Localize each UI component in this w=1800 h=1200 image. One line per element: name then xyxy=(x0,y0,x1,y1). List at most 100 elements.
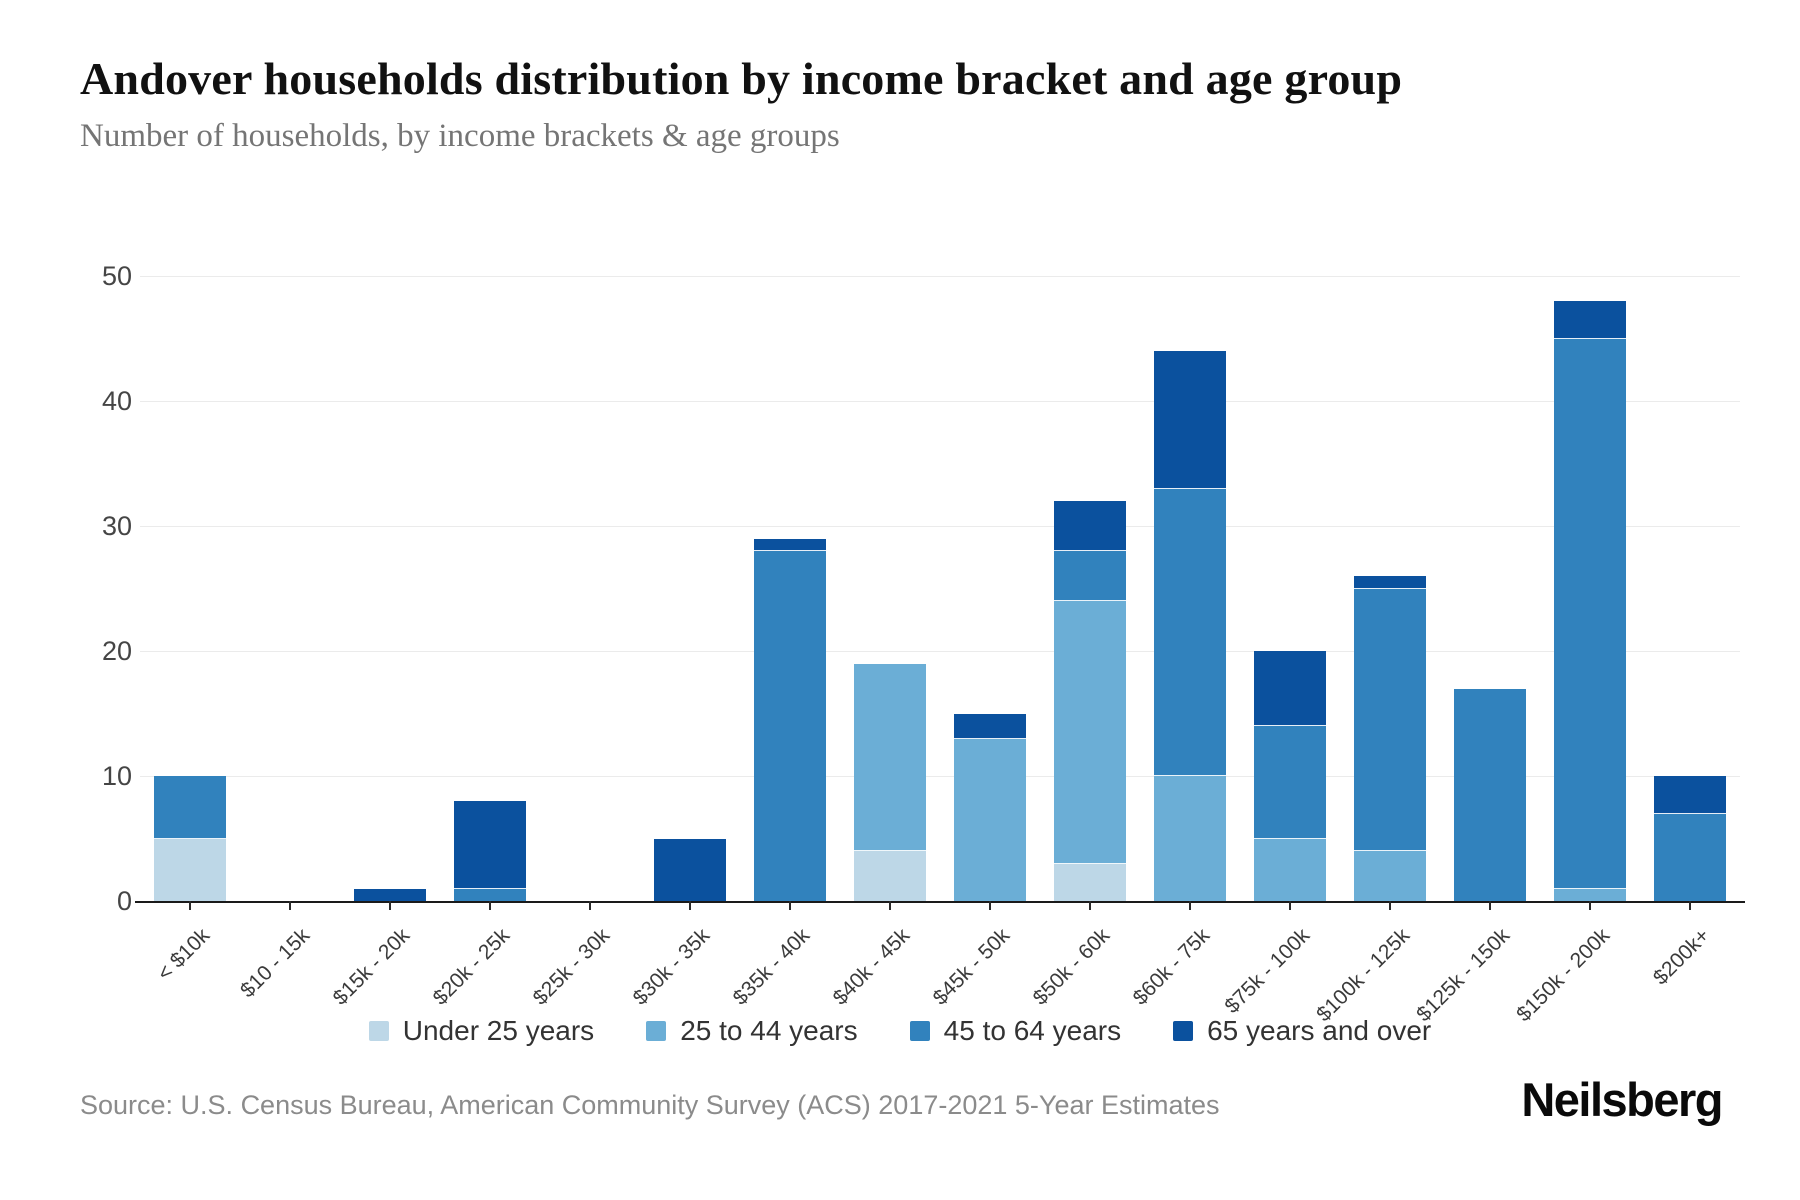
x-axis-tick xyxy=(889,901,891,910)
x-axis-tick xyxy=(589,901,591,910)
bar-segment xyxy=(754,538,826,551)
x-axis-tick xyxy=(389,901,391,910)
bar-group xyxy=(1154,351,1226,901)
bar-segment xyxy=(1254,651,1326,726)
x-axis-tick xyxy=(489,901,491,910)
x-axis-tick xyxy=(289,901,291,910)
bar-segment xyxy=(1154,776,1226,901)
bar-segment xyxy=(854,851,926,901)
legend-item: 45 to 64 years xyxy=(909,1015,1122,1047)
x-axis-line xyxy=(135,901,1745,903)
legend: Under 25 years 25 to 44 years 45 to 64 yea… xyxy=(0,1015,1800,1047)
bar-segment xyxy=(454,801,526,889)
bar-group xyxy=(754,538,826,901)
x-tick-label: $200k+ xyxy=(1648,924,1715,990)
x-axis-tick xyxy=(189,901,191,910)
chart-subtitle: Number of households, by income brackets… xyxy=(80,118,840,154)
bar-group xyxy=(1654,776,1726,901)
x-tick-label: $150k - 200k xyxy=(1512,924,1615,1027)
source-text: Source: U.S. Census Bureau, American Com… xyxy=(80,1090,1220,1120)
gridline xyxy=(140,776,1740,777)
plot-area: 0 10 20 30 40 50 < $10k $10 - 15k $15k - 20k $20k… xyxy=(102,263,1745,1026)
bar-group xyxy=(154,776,226,901)
x-tick-label: $60k - 75k xyxy=(1128,924,1215,1010)
bar-group xyxy=(1054,501,1126,901)
bar-segment xyxy=(854,663,926,851)
x-tick-label: $35k - 40k xyxy=(728,924,815,1010)
x-tick-label: $125k - 150k xyxy=(1412,924,1515,1027)
bar-segment xyxy=(1354,576,1426,589)
x-axis-tick xyxy=(689,901,691,910)
bar-group xyxy=(654,838,726,901)
bar-segment xyxy=(654,838,726,901)
bar-segment xyxy=(1054,601,1126,864)
x-axis-tick xyxy=(1689,901,1691,910)
legend-label: Under 25 years xyxy=(402,1015,595,1046)
bar-segment xyxy=(1254,726,1326,839)
bar-segment xyxy=(1654,776,1726,814)
gridline xyxy=(140,526,1740,527)
bar-segment xyxy=(1454,688,1526,901)
x-tick-label: $50k - 60k xyxy=(1028,924,1115,1010)
x-axis-tick xyxy=(1189,901,1191,910)
brand-logo: Neilsberg xyxy=(1521,1073,1723,1126)
gridline xyxy=(140,651,1740,652)
x-axis-tick xyxy=(1489,901,1491,910)
x-tick-label: < $10k xyxy=(152,924,215,986)
legend-item: 25 to 44 years xyxy=(646,1015,858,1047)
legend-label: 45 to 64 years xyxy=(943,1015,1122,1046)
x-tick-label: $25k - 30k xyxy=(528,924,615,1010)
bar-segment xyxy=(954,713,1026,739)
x-axis-tick xyxy=(789,901,791,910)
y-tick-label: 20 xyxy=(101,636,132,666)
bar-segment xyxy=(1354,851,1426,901)
bar-segment xyxy=(1554,301,1626,339)
x-axis-tick xyxy=(1589,901,1591,910)
y-tick-label: 0 xyxy=(116,886,132,916)
y-tick-label: 50 xyxy=(101,261,132,291)
gridline xyxy=(140,401,1740,402)
x-tick-label: $15k - 20k xyxy=(328,924,415,1010)
bar-group xyxy=(454,801,526,901)
bar-segment xyxy=(1554,338,1626,889)
chart-title: Andover households distribution by incom… xyxy=(80,53,1403,104)
bar-segment xyxy=(954,738,1026,901)
gridline xyxy=(140,276,1740,277)
legend-swatch xyxy=(646,1021,667,1041)
legend-swatch xyxy=(909,1021,930,1041)
x-tick-label: $45k - 50k xyxy=(928,924,1015,1010)
bar-segment xyxy=(1654,813,1726,901)
bar-group xyxy=(854,663,926,901)
bar-segment xyxy=(1054,863,1126,901)
bar-segment xyxy=(754,551,826,901)
legend-swatch xyxy=(1173,1021,1194,1041)
bar-segment xyxy=(154,776,226,839)
bar-segment xyxy=(354,888,426,901)
bar-group xyxy=(1354,576,1426,901)
bar-segment xyxy=(1354,588,1426,851)
bar-group xyxy=(954,713,1026,901)
y-tick-label: 40 xyxy=(101,386,132,416)
legend-item: Under 25 years xyxy=(368,1015,595,1047)
x-axis-tick xyxy=(989,901,991,910)
x-tick-label: $100k - 125k xyxy=(1312,924,1415,1027)
legend-item: 65 years and over xyxy=(1173,1015,1431,1047)
bar-group xyxy=(354,888,426,901)
bar-segment xyxy=(154,838,226,901)
bar-segment xyxy=(454,888,526,901)
bar-group xyxy=(1254,651,1326,901)
x-axis-tick xyxy=(1389,901,1391,910)
legend-label: 25 to 44 years xyxy=(680,1015,858,1046)
x-axis-tick xyxy=(1089,901,1091,910)
x-tick-label: $40k - 45k xyxy=(828,924,915,1010)
bar-segment xyxy=(1054,551,1126,601)
x-axis-tick xyxy=(1289,901,1291,910)
bar-segment xyxy=(1154,488,1226,776)
y-tick-label: 10 xyxy=(101,761,132,791)
bar-segment xyxy=(1254,838,1326,901)
bar-group xyxy=(1454,688,1526,901)
bar-segment xyxy=(1554,888,1626,901)
bar-segment xyxy=(1154,351,1226,489)
legend-label: 65 years and over xyxy=(1207,1015,1432,1046)
